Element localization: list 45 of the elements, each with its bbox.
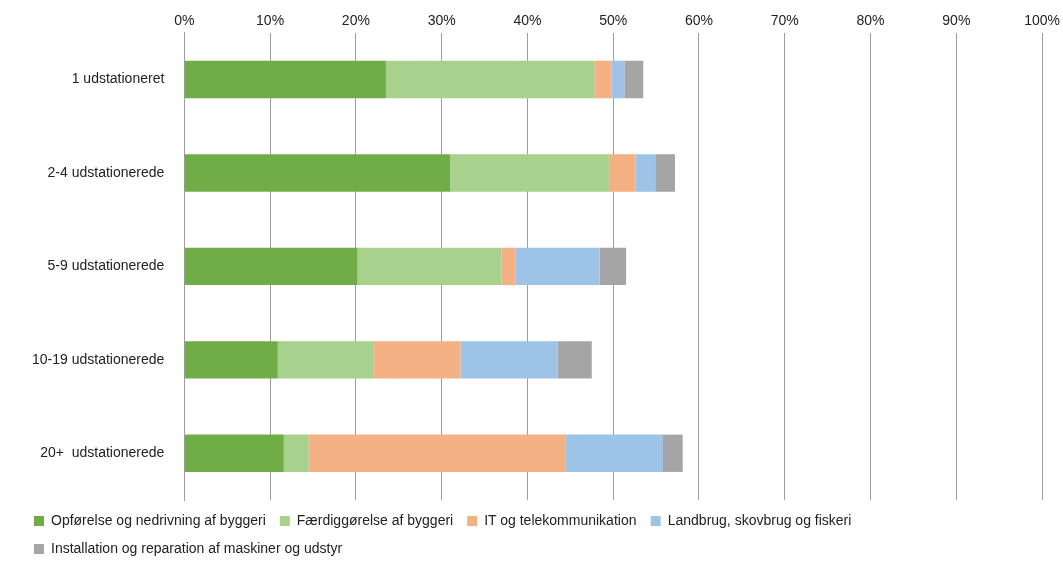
legend-label: Færdiggørelse af byggeri <box>296 511 454 528</box>
y-tick-label: 2-4 udstationerede <box>47 163 165 180</box>
bar <box>460 341 558 379</box>
legend-label: IT og telekommunikation <box>484 511 637 528</box>
bar <box>184 341 278 379</box>
bar <box>184 60 386 99</box>
bar <box>357 247 502 286</box>
legend-label: Landbrug, skovbrug og fiskeri <box>667 511 852 528</box>
bar <box>385 60 595 99</box>
x-tick-label: 0% <box>174 12 195 29</box>
bar <box>184 154 451 192</box>
bar <box>557 341 592 379</box>
bar <box>624 60 644 99</box>
x-tick-label: 50% <box>599 12 628 29</box>
legend-label: Installation og reparation af maskiner og udstyr <box>51 539 343 556</box>
legend-label: Opførelse og nedrivning af byggeri <box>51 511 266 528</box>
x-tick-label: 30% <box>427 12 456 29</box>
bar <box>515 247 600 286</box>
bar <box>283 434 309 472</box>
bar <box>608 154 636 192</box>
bar <box>635 154 656 192</box>
bar <box>655 154 675 192</box>
y-tick-label: 5-9 udstationerede <box>47 257 165 274</box>
bar <box>184 434 284 472</box>
bar <box>373 341 461 379</box>
bar <box>277 341 374 379</box>
x-tick-label: 80% <box>856 12 885 29</box>
x-tick-label: 40% <box>513 12 542 29</box>
bar <box>501 247 516 286</box>
x-tick-label: 90% <box>942 12 971 29</box>
bar <box>565 434 663 472</box>
y-tick-label: 1 udstationeret <box>71 70 165 87</box>
bar <box>450 154 609 192</box>
bar <box>662 434 683 472</box>
bar <box>184 247 358 286</box>
y-tick-label: 10-19 udstationerede <box>32 350 165 367</box>
x-tick-label: 70% <box>770 12 799 29</box>
x-tick-label: 20% <box>341 12 370 29</box>
bar <box>308 434 566 472</box>
bar <box>594 60 612 99</box>
x-tick-label: 100% <box>1024 12 1060 29</box>
x-tick-label: 60% <box>684 12 713 29</box>
bar <box>611 60 625 99</box>
y-tick-label: 20+ udstationerede <box>40 444 165 461</box>
x-tick-label: 10% <box>256 12 285 29</box>
